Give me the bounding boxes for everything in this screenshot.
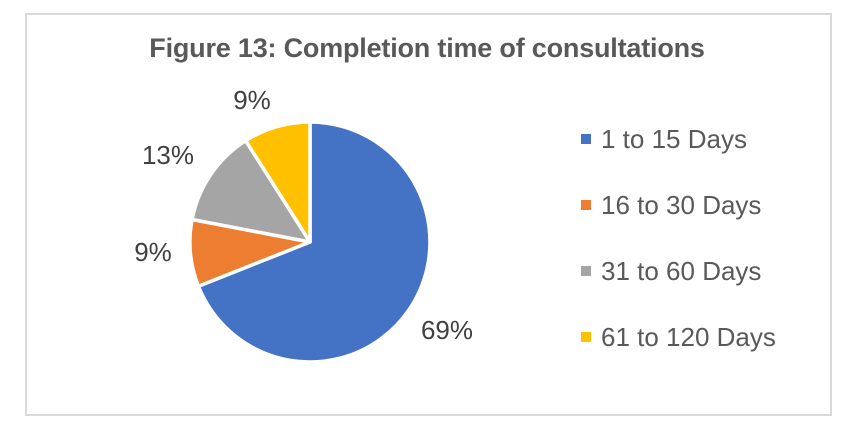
data-label-61-to-120-days: 9%: [233, 85, 271, 115]
pie-slice-31-to-60-days: [190, 138, 312, 244]
pie-slice-1-to-15-days: [196, 120, 432, 364]
legend-item-16-to-30-days: 16 to 30 Days: [581, 189, 762, 220]
legend-swatch-icon: [581, 134, 591, 144]
legend-item-61-to-120-days: 61 to 120 Days: [581, 321, 776, 352]
legend-label: 61 to 120 Days: [601, 321, 776, 352]
legend-label: 31 to 60 Days: [601, 255, 762, 286]
data-label-1-to-15-days: 69%: [420, 315, 474, 345]
legend-swatch-icon: [581, 266, 591, 276]
legend-swatch-icon: [581, 200, 591, 210]
legend-label: 16 to 30 Days: [601, 189, 762, 220]
legend-label: 1 to 15 Days: [601, 123, 747, 154]
legend-item-1-to-15-days: 1 to 15 Days: [581, 123, 747, 154]
data-label-31-to-60-days: 13%: [141, 140, 195, 170]
legend-swatch-icon: [581, 332, 591, 342]
chart-title: Figure 13: Completion time of consultati…: [149, 33, 705, 63]
pie-slice-61-to-120-days: [243, 120, 312, 244]
data-label-16-to-30-days: 9%: [134, 237, 172, 267]
legend-item-31-to-60-days: 31 to 60 Days: [581, 255, 762, 286]
